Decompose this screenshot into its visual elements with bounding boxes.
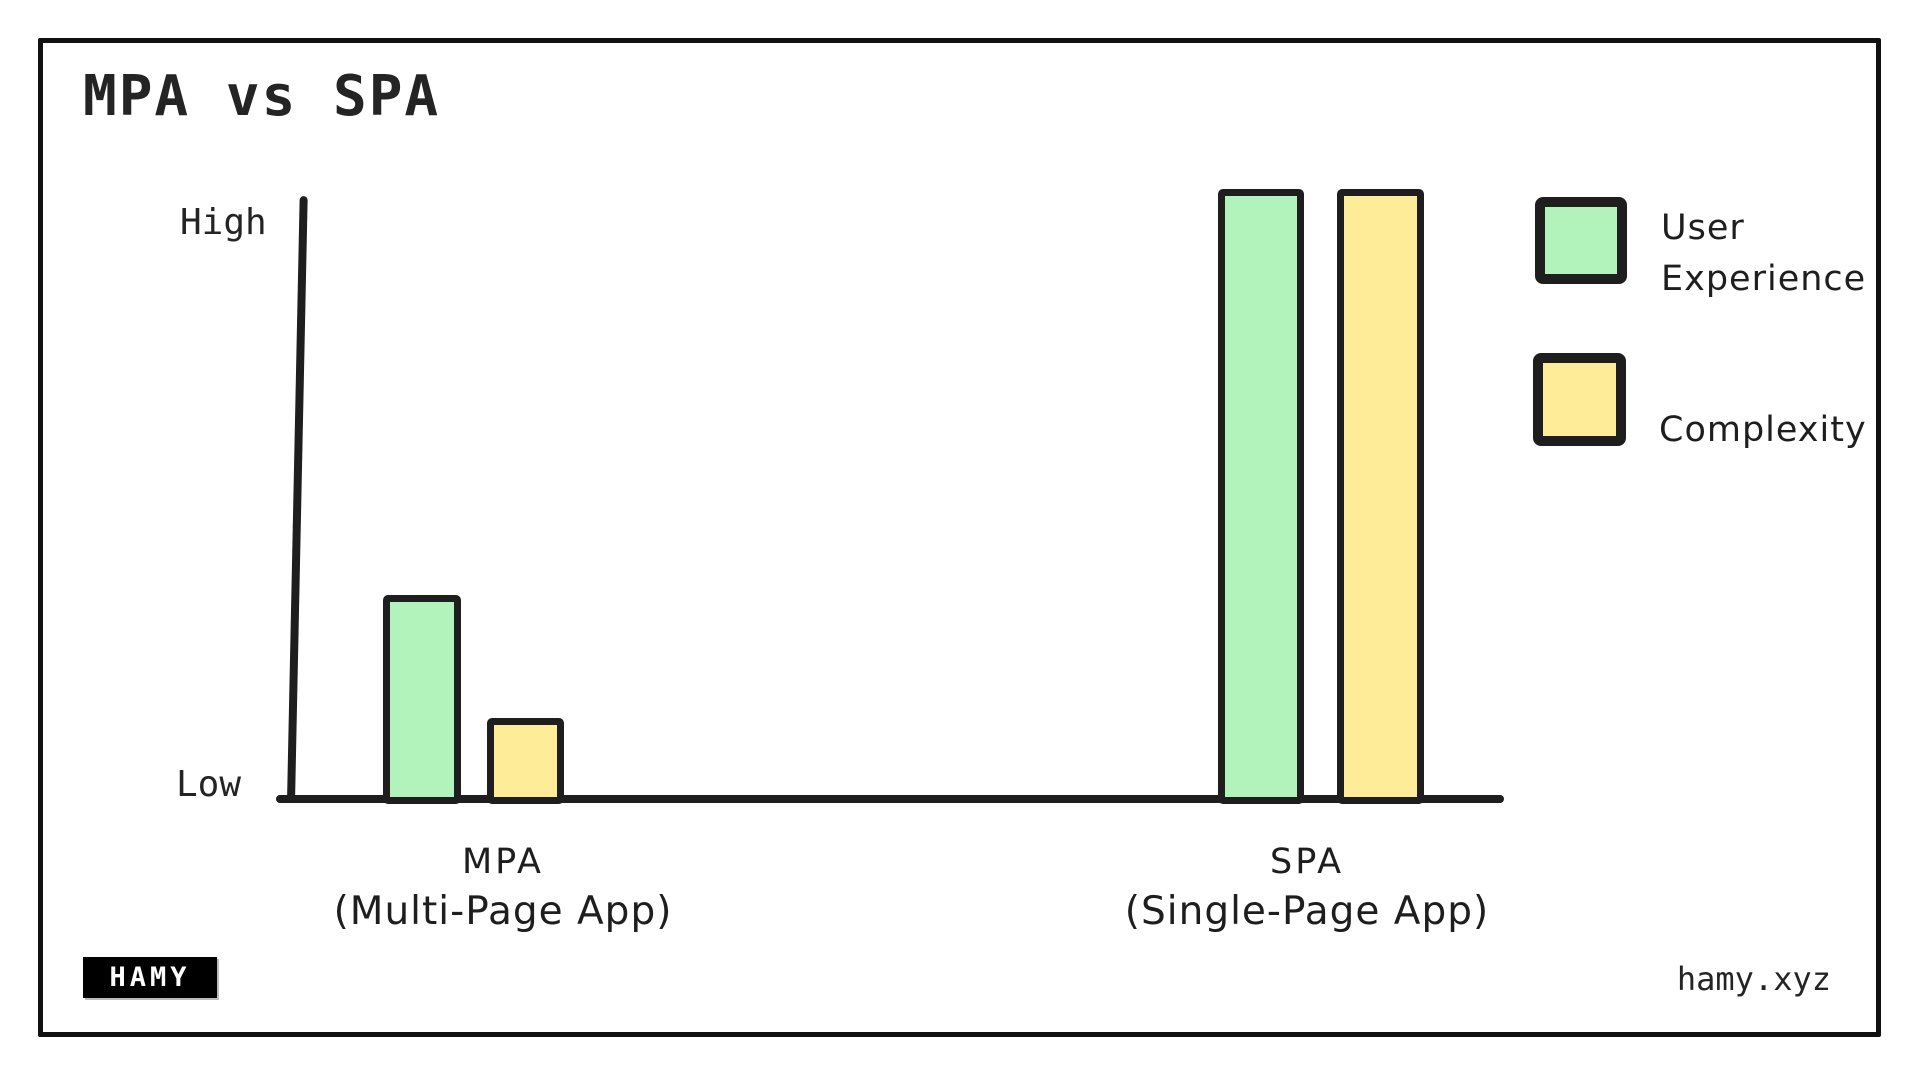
y-axis-low-label: Low xyxy=(176,764,242,805)
category-spa-name: SPA xyxy=(1269,842,1345,882)
legend-label-user-experience: User Experience xyxy=(1661,208,1867,299)
category-label-spa: SPA (Single-Page App) xyxy=(1082,842,1532,934)
category-mpa-subtitle: (Multi-Page App) xyxy=(333,889,673,934)
brand-logo: HAMY xyxy=(83,957,217,998)
category-label-mpa: MPA (Multi-Page App) xyxy=(283,842,723,934)
category-spa-subtitle: (Single-Page App) xyxy=(1124,889,1490,934)
bar-mpa-user-experience xyxy=(383,595,461,804)
x-axis-line xyxy=(276,795,1504,803)
y-axis-high-label: High xyxy=(180,202,267,243)
category-mpa-name: MPA xyxy=(461,842,544,882)
legend-swatch-user-experience xyxy=(1535,197,1627,284)
bar-spa-user-experience xyxy=(1218,189,1304,804)
site-url: hamy.xyz xyxy=(1676,960,1831,998)
legend-label-complexity: Complexity xyxy=(1659,410,1867,450)
legend-swatch-complexity xyxy=(1533,353,1626,446)
bar-mpa-complexity xyxy=(487,718,564,804)
page-title: MPA vs SPA xyxy=(83,64,441,129)
bar-spa-complexity xyxy=(1337,189,1424,804)
